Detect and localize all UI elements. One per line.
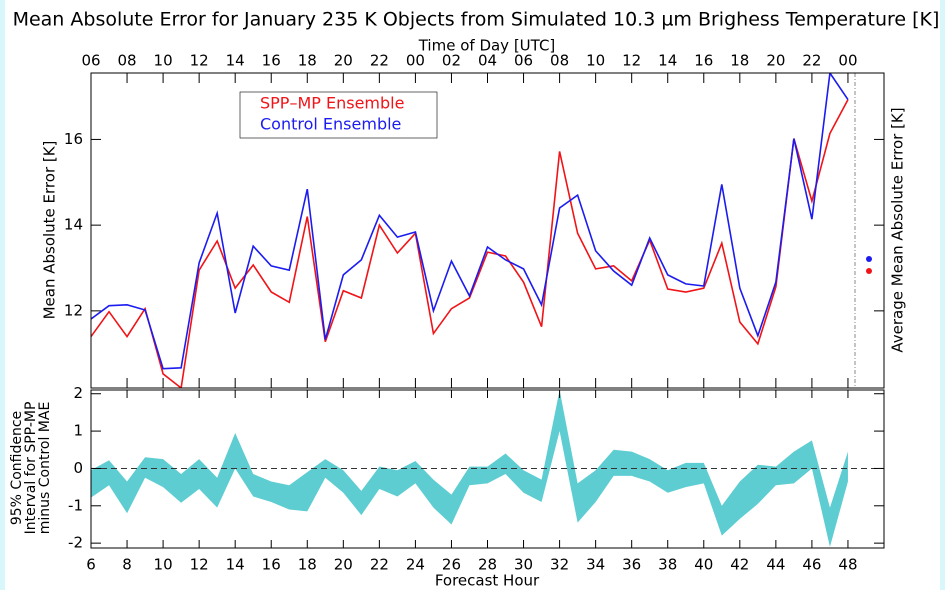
y-axis-title-line: minus Control MAE	[37, 402, 53, 535]
x2-tick-label: 22	[370, 52, 389, 70]
x2-tick-label: 18	[298, 52, 317, 70]
figure-background	[5, 0, 940, 590]
y-tick-label: -1	[68, 496, 83, 514]
x2-tick-label: 06	[81, 52, 100, 70]
x-tick-label: 20	[334, 556, 353, 574]
legend-label: Control Ensemble	[260, 115, 401, 134]
x-tick-label: 32	[550, 556, 569, 574]
x-tick-label: 46	[802, 556, 821, 574]
y-tick-label: 16	[64, 130, 83, 148]
x-tick-label: 44	[766, 556, 785, 574]
x-tick-label: 14	[226, 556, 245, 574]
x2-tick-label: 02	[442, 52, 461, 70]
x-tick-label: 16	[262, 556, 281, 574]
y-axis-title-line: 95% Confidence	[9, 411, 25, 525]
x2-tick-label: 10	[154, 52, 173, 70]
y-tick-label: 0	[73, 459, 83, 477]
plot-frame	[90, 72, 885, 389]
y2-axis-title: Average Mean Absolute Error [K]	[889, 107, 907, 352]
y-tick-label: 2	[73, 384, 83, 402]
y-axis-title: Mean Absolute Error [K]	[41, 141, 59, 320]
x2-tick-label: 20	[766, 52, 785, 70]
legend-label: SPP–MP Ensemble	[260, 94, 404, 113]
x-tick-label: 6	[86, 556, 96, 574]
x2-tick-label: 14	[658, 52, 677, 70]
average-marker	[866, 268, 872, 274]
average-marker	[866, 256, 872, 262]
x-tick-label: 10	[154, 556, 173, 574]
x-tick-label: 34	[586, 556, 605, 574]
series-line	[91, 73, 849, 370]
y-tick-label: 1	[73, 422, 83, 440]
x2-tick-label: 12	[622, 52, 641, 70]
x2-tick-label: 12	[190, 52, 209, 70]
x-tick-label: 12	[190, 556, 209, 574]
y-axis-title-line: Interval for SPP-MP	[23, 402, 39, 535]
x2-tick-label: 00	[406, 52, 425, 70]
x2-tick-label: 20	[334, 52, 353, 70]
y-tick-label: -2	[68, 534, 83, 552]
x2-tick-label: 16	[694, 52, 713, 70]
x2-tick-label: 14	[226, 52, 245, 70]
plot-frame	[90, 389, 885, 549]
x-tick-label: 48	[838, 556, 857, 574]
x-tick-label: 26	[442, 556, 461, 574]
x-tick-label: 28	[478, 556, 497, 574]
x-axis-title: Forecast Hour	[435, 572, 540, 590]
legend-box	[239, 91, 438, 139]
x-tick-label: 30	[514, 556, 533, 574]
x-tick-label: 18	[298, 556, 317, 574]
confidence-band	[91, 390, 848, 547]
x2-tick-label: 18	[730, 52, 749, 70]
x2-tick-label: 16	[262, 52, 281, 70]
x-tick-label: 38	[658, 556, 677, 574]
chart-title: Mean Absolute Error for January 235 K Ob…	[13, 9, 940, 31]
x2-tick-label: 04	[478, 52, 497, 70]
x2-tick-label: 10	[586, 52, 605, 70]
series-line	[91, 99, 849, 388]
x2-tick-label: 06	[514, 52, 533, 70]
x2-tick-label: 00	[838, 52, 857, 70]
x2-axis-title: Time of Day [UTC]	[418, 37, 556, 55]
x2-tick-label: 08	[117, 52, 136, 70]
x-tick-label: 22	[370, 556, 389, 574]
x2-tick-label: 08	[550, 52, 569, 70]
x-tick-label: 40	[694, 556, 713, 574]
x-tick-label: 24	[406, 556, 425, 574]
x-tick-label: 8	[122, 556, 132, 574]
x2-tick-label: 22	[802, 52, 821, 70]
x-tick-label: 36	[622, 556, 641, 574]
y-tick-label: 12	[64, 301, 83, 319]
y-tick-label: 14	[64, 216, 83, 234]
x-tick-label: 42	[730, 556, 749, 574]
